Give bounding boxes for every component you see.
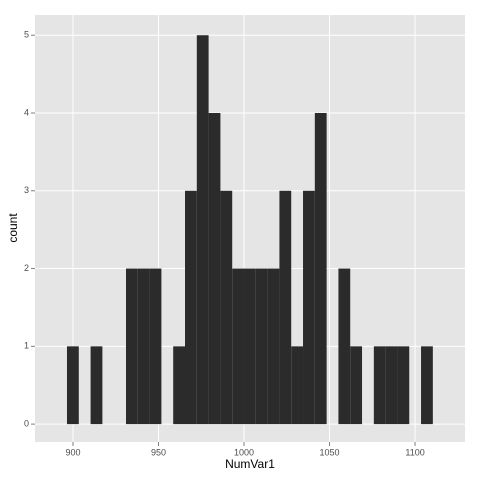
x-tick-label: 1100: [405, 447, 424, 457]
x-tick-label: 900: [65, 447, 80, 457]
y-tick-label: 3: [24, 185, 29, 195]
bar: [90, 346, 103, 425]
bar: [220, 190, 233, 425]
bar: [208, 113, 221, 425]
bar: [421, 346, 433, 425]
y-tick-label: 1: [24, 341, 29, 351]
bar: [338, 268, 351, 425]
bar: [279, 190, 292, 425]
bar: [244, 268, 256, 425]
y-tick-label: 2: [24, 263, 29, 273]
y-axis-title: count: [6, 213, 20, 243]
bar: [66, 346, 79, 425]
x-tick-label: 1000: [234, 447, 254, 457]
bar: [232, 268, 245, 425]
bar: [291, 346, 304, 425]
bar: [185, 190, 197, 425]
x-axis-title: NumVar1: [225, 457, 275, 471]
x-tick-label: 1050: [320, 447, 340, 457]
x-tick-label: 950: [151, 447, 166, 457]
bar: [196, 35, 209, 425]
y-tick-label: 5: [24, 30, 29, 40]
bar: [173, 346, 186, 425]
bar: [149, 268, 162, 425]
bar: [385, 346, 398, 425]
bar: [350, 346, 363, 425]
y-tick-label: 4: [24, 107, 29, 117]
bar: [125, 268, 138, 425]
bar: [303, 190, 315, 425]
bar: [397, 346, 410, 425]
bars: [66, 35, 433, 425]
bar: [314, 113, 327, 425]
bar: [137, 268, 150, 425]
y-tick-label: 0: [24, 418, 29, 428]
bar: [373, 346, 386, 425]
bar: [255, 268, 268, 425]
bar: [267, 268, 280, 425]
